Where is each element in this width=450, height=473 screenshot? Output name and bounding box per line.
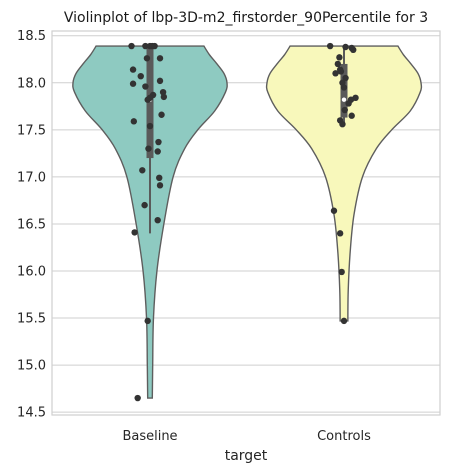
y-tick-label: 14.5 <box>17 406 46 421</box>
data-point <box>151 42 158 50</box>
data-point <box>142 42 149 50</box>
y-tick-label: 16.0 <box>17 265 46 280</box>
data-point <box>129 66 137 73</box>
data-point <box>158 111 165 118</box>
data-point <box>134 394 141 402</box>
data-point <box>337 68 345 75</box>
y-axis-ticks: 14.5 15.0 15.5 16.0 16.5 17.0 17.5 18.0 18.5 <box>17 29 46 420</box>
y-tick-label: 18.5 <box>17 29 46 44</box>
data-point <box>139 167 146 174</box>
data-point <box>142 83 149 90</box>
x-tick-label: Baseline <box>122 429 177 444</box>
data-point <box>155 138 162 146</box>
data-point <box>336 230 344 237</box>
data-point <box>334 60 342 68</box>
data-point <box>350 46 357 54</box>
data-point <box>159 88 167 96</box>
data-point <box>131 229 138 236</box>
data-point <box>154 216 161 224</box>
data-point <box>340 317 348 325</box>
data-point <box>336 54 343 61</box>
x-axis-ticks: Baseline Controls <box>122 429 371 444</box>
y-tick-label: 15.5 <box>17 312 46 327</box>
chart-title: Violinplot of lbp-3D-m2_firstorder_90Per… <box>64 10 428 26</box>
violin-body <box>265 45 423 322</box>
data-point <box>340 84 348 91</box>
violin-median <box>341 97 347 102</box>
data-point <box>326 42 334 50</box>
data-point <box>341 106 348 114</box>
data-point <box>129 80 137 87</box>
x-tick-label: Controls <box>317 429 371 444</box>
data-point <box>348 112 355 119</box>
data-point <box>160 93 168 101</box>
data-point <box>154 148 161 155</box>
data-point <box>339 120 346 128</box>
y-tick-label: 17.0 <box>17 170 46 185</box>
violins <box>72 45 423 399</box>
plot-frame <box>51 30 441 416</box>
data-point <box>128 42 135 50</box>
data-point <box>330 207 338 214</box>
data-point <box>156 182 164 189</box>
data-point <box>145 145 152 152</box>
data-point <box>137 72 144 80</box>
y-tick-label: 17.5 <box>17 123 46 138</box>
data-point <box>156 77 164 85</box>
y-tick-label: 18.0 <box>17 76 46 91</box>
data-point <box>342 43 349 51</box>
y-tick-label: 15.0 <box>17 359 46 374</box>
y-tick-label: 16.5 <box>17 217 46 232</box>
data-point <box>332 70 339 77</box>
data-point <box>156 174 163 182</box>
data-point <box>156 55 164 62</box>
violin-iqr-box <box>146 46 154 159</box>
data-point <box>141 201 148 209</box>
data-point <box>144 317 151 325</box>
x-axis-label: target <box>225 448 268 464</box>
data-point <box>338 268 345 276</box>
data-point <box>146 122 154 130</box>
violin-iqr-box <box>340 63 348 118</box>
data-point <box>345 100 352 107</box>
data-point <box>143 55 151 62</box>
data-point <box>144 96 151 103</box>
data-point <box>342 74 349 82</box>
data-point <box>130 118 138 125</box>
data-points <box>128 42 359 402</box>
